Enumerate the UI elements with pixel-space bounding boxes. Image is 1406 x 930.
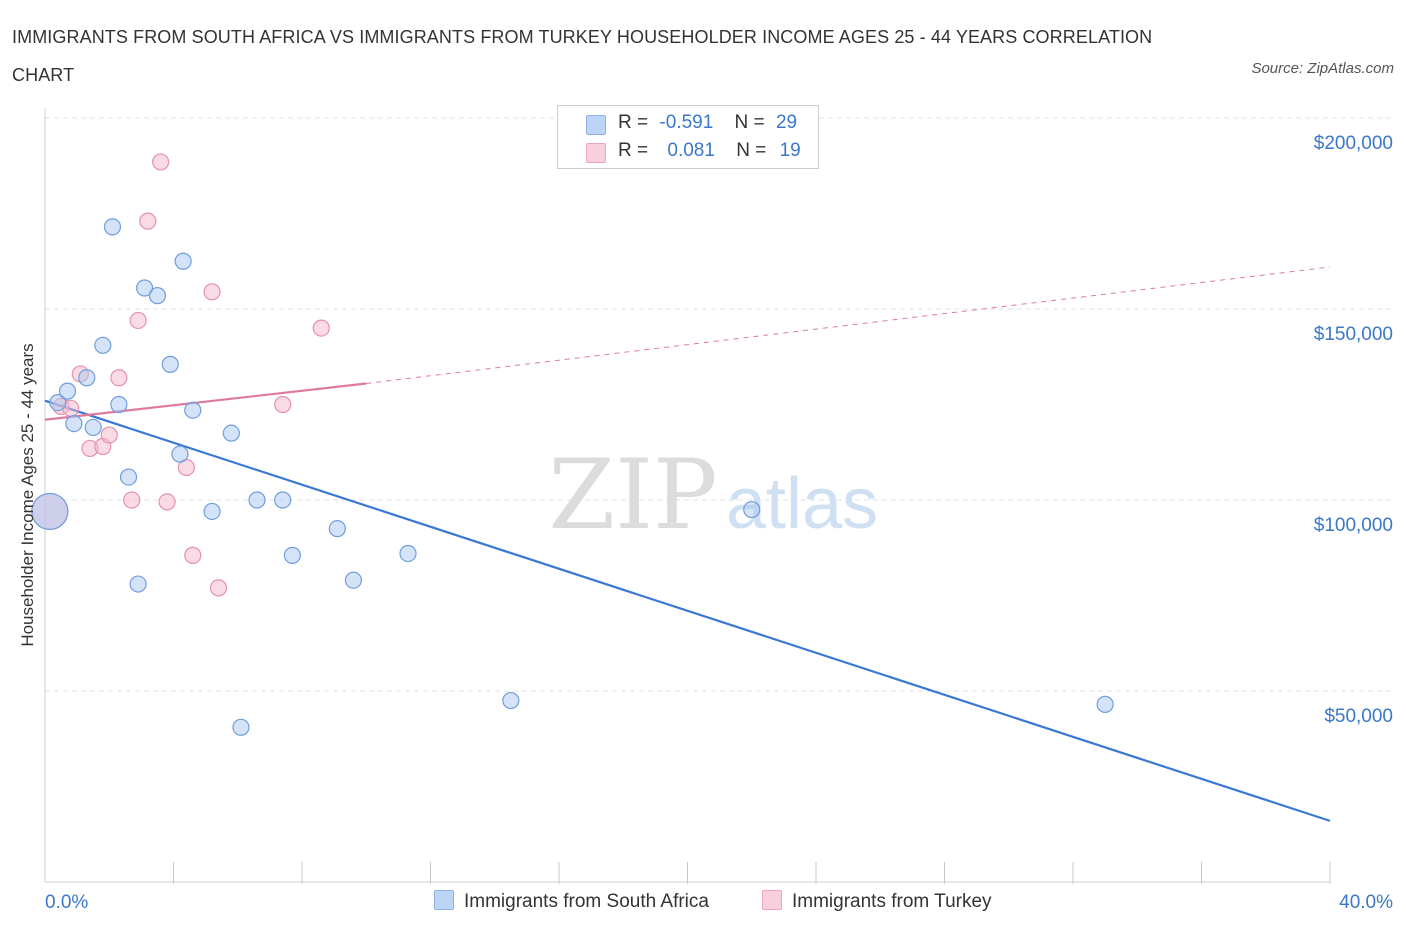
data-point-south-africa xyxy=(328,520,346,538)
series-swatch-south-africa xyxy=(434,890,454,910)
data-point-south-africa xyxy=(78,369,96,387)
data-point-south-africa xyxy=(502,691,520,710)
data-point-south-africa xyxy=(184,401,202,419)
correlation-legend: R = -0.591 N = 29 R = 0.081 N = 19 xyxy=(557,105,819,169)
data-point-south-africa xyxy=(110,395,128,414)
legend-n-value: 29 xyxy=(775,112,798,133)
y-tick-label: $200,000 xyxy=(1314,133,1393,154)
data-point-turkey xyxy=(152,153,170,171)
data-point-turkey xyxy=(184,546,202,564)
x-tick-label: 40.0% xyxy=(1339,892,1393,913)
legend-r-label: R = xyxy=(618,112,649,133)
data-point-south-africa xyxy=(248,491,266,509)
y-tick-label: $150,000 xyxy=(1314,324,1393,345)
trend-lines xyxy=(44,266,1331,822)
legend-swatch-turkey xyxy=(586,143,606,163)
data-point-south-africa xyxy=(274,491,292,509)
data-point-south-africa xyxy=(161,355,179,373)
y-tick-label: $50,000 xyxy=(1324,706,1393,727)
watermark: ZIP atlas xyxy=(548,439,878,551)
data-point-turkey xyxy=(158,493,176,511)
data-point-turkey xyxy=(129,311,147,330)
watermark-zip: ZIP xyxy=(548,439,717,551)
data-point-south-africa xyxy=(65,415,83,433)
data-point-south-africa xyxy=(232,718,250,736)
legend-n-label: N = xyxy=(736,140,767,161)
grid-lines xyxy=(45,117,1392,692)
chart-title: IMMIGRANTS FROM SOUTH AFRICA VS IMMIGRAN… xyxy=(12,27,1153,85)
series-name-turkey: Immigrants from Turkey xyxy=(792,891,992,912)
data-point-turkey xyxy=(203,283,221,301)
legend-n-value: 19 xyxy=(779,140,801,161)
data-point-south-africa xyxy=(49,393,67,412)
data-point-south-africa xyxy=(103,218,122,236)
data-point-south-africa xyxy=(31,492,69,531)
data-point-turkey xyxy=(139,212,157,230)
data-point-south-africa xyxy=(58,382,77,400)
data-point-south-africa xyxy=(119,468,138,486)
data-point-south-africa xyxy=(171,445,189,463)
data-point-south-africa xyxy=(129,575,147,593)
legend-n-label: N = xyxy=(734,112,765,133)
data-point-turkey xyxy=(274,395,292,414)
trend-line-south-africa xyxy=(44,399,1331,822)
series-legend-turkey: Immigrants from Turkey xyxy=(762,890,992,913)
data-point-turkey xyxy=(312,319,330,337)
x-tick-label: 0.0% xyxy=(45,892,88,913)
source-label: Source: ZipAtlas.com xyxy=(1251,60,1394,77)
data-point-south-africa xyxy=(84,418,102,437)
data-point-south-africa xyxy=(743,500,761,519)
data-point-south-africa xyxy=(174,252,192,270)
data-point-turkey xyxy=(209,579,228,597)
data-point-south-africa xyxy=(94,336,112,354)
data-point-south-africa xyxy=(135,279,154,297)
trend-line-turkey-extension xyxy=(366,266,1331,384)
y-axis-label: Householder Income Ages 25 - 44 years xyxy=(18,343,37,647)
y-tick-label: $100,000 xyxy=(1314,515,1393,536)
data-point-turkey xyxy=(110,369,128,387)
series-legend-south-africa: Immigrants from South Africa xyxy=(434,890,709,913)
legend-r-value: -0.591 xyxy=(659,112,714,133)
data-point-south-africa xyxy=(148,287,167,305)
data-point-south-africa xyxy=(283,546,301,564)
data-point-turkey xyxy=(100,426,118,444)
data-point-turkey xyxy=(123,491,141,509)
data-point-south-africa xyxy=(344,571,362,589)
data-point-south-africa xyxy=(399,544,417,563)
series-name-south-africa: Immigrants from South Africa xyxy=(464,891,709,912)
data-points xyxy=(31,153,1114,736)
legend-swatch-south-africa xyxy=(586,115,606,135)
legend-r-label: R = xyxy=(618,140,649,161)
tick-labels: $50,000 $100,000 $150,000 $200,000 0.0% 40.0% xyxy=(45,133,1393,913)
data-point-south-africa xyxy=(1096,695,1114,713)
data-point-south-africa xyxy=(203,502,221,521)
data-point-south-africa xyxy=(222,424,240,442)
trend-line-turkey xyxy=(44,382,367,421)
legend-r-value: 0.081 xyxy=(667,140,715,161)
series-swatch-turkey xyxy=(762,890,782,910)
